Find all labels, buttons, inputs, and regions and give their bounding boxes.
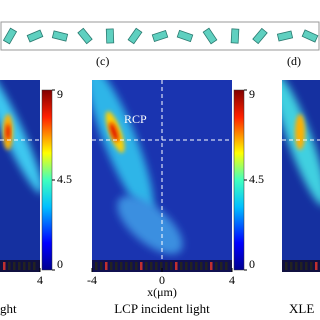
rod [315,262,318,270]
bottom-metasurface [3,262,318,270]
nanorod [230,28,240,44]
x-tick-label: -4 [87,273,97,287]
colorbar-tick-label: 4.5 [57,172,72,186]
panel-label: (c) [96,54,109,68]
rod [33,262,36,270]
rod [180,262,183,270]
rod [295,262,298,270]
rod [155,262,158,270]
rod [145,262,148,270]
colorbar-tick-label: 9 [57,87,63,101]
rod [300,262,303,270]
nanorod [151,30,169,42]
right-heatmap [282,80,320,272]
nanorod [77,27,93,45]
rod [220,262,223,270]
rod [13,262,16,270]
rod [305,262,308,270]
nanorod [202,27,218,45]
rod [210,262,213,270]
x-axis-label: x(μm) [147,285,177,299]
colorbar-tick-label: 0 [249,257,255,271]
rod [160,262,163,270]
colorbar-tick-label: 0 [57,257,63,271]
rod [105,262,108,270]
nanorod [252,27,268,45]
rod [120,262,123,270]
rod [310,262,313,270]
rod [290,262,293,270]
rod [95,262,98,270]
rod [130,262,133,270]
x-tick-label: 4 [37,273,43,287]
caption: ght [0,301,17,316]
nanorod [127,27,143,45]
rod [175,262,178,270]
rod [200,262,203,270]
center-heatmap [92,80,232,272]
rod [215,262,218,270]
colorbar [233,89,245,271]
annotation: RCP [124,112,147,126]
rod [190,262,193,270]
rod [125,262,128,270]
rod [135,262,138,270]
x-tick-label: 0 [159,273,165,287]
colorbar-tick-label: 4.5 [249,172,264,186]
nanorod [301,29,319,43]
rod [28,262,31,270]
nanorod [276,30,294,42]
rod [150,262,153,270]
caption: XLE [289,301,314,316]
rod [140,262,143,270]
rod [170,262,173,270]
rod [110,262,113,270]
rod [185,262,188,270]
rod [23,262,26,270]
panel-label: (d) [287,54,301,68]
rod [3,262,6,270]
nanorod [2,27,18,45]
nanorods [2,27,319,45]
nanorod [51,30,69,42]
rod [8,262,11,270]
rod [205,262,208,270]
nanorod [105,28,115,44]
rod [115,262,118,270]
rod [18,262,21,270]
caption: LCP incident light [114,301,210,316]
colorbar-tick-label: 9 [249,87,255,101]
colorbar [41,89,53,271]
nanorod [26,29,44,43]
rod [100,262,103,270]
rod [195,262,198,270]
rod [225,262,228,270]
x-tick-label: 4 [229,273,235,287]
rod [165,262,168,270]
nanorod [176,29,194,43]
rod [285,262,288,270]
